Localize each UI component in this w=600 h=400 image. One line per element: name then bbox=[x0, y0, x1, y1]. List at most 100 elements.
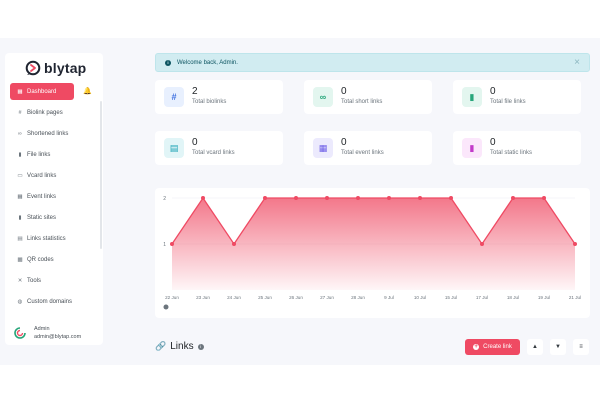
info-icon[interactable]: i bbox=[197, 343, 204, 350]
logo-icon bbox=[25, 60, 41, 76]
sidebar-item-label: Event links bbox=[27, 193, 57, 200]
sidebar-item-label: Dashboard bbox=[27, 88, 57, 95]
sidebar-item-static-sites[interactable]: ▮ Static sites bbox=[10, 209, 96, 226]
sidebar-scrollbar[interactable] bbox=[100, 101, 102, 249]
bell-icon[interactable]: 🔔 bbox=[83, 88, 92, 95]
chart-point bbox=[201, 196, 205, 200]
filter-icon: ▼ bbox=[555, 344, 561, 350]
create-link-button[interactable]: + Create link bbox=[465, 339, 520, 355]
sidebar-item-label: Shortened links bbox=[27, 130, 69, 137]
x-tick-label: 23 Jun bbox=[196, 295, 210, 300]
menu-icon: ≡ bbox=[579, 344, 583, 350]
stat-value: 0 bbox=[341, 137, 347, 148]
sidebar-item-label: Biolink pages bbox=[27, 109, 63, 116]
stat-card[interactable]: ▮ 0 Total static links bbox=[453, 131, 581, 165]
stat-label: Total short links bbox=[341, 99, 383, 105]
sidebar-item-file-links[interactable]: ▮ File links bbox=[10, 146, 96, 163]
links-chart: 2 1 22 Jun 23 Jun 24 Jun 25 Jun 26 Jun 27 Jun 28… bbox=[163, 196, 581, 310]
sidebar-item-label: QR codes bbox=[27, 256, 54, 263]
stat-value: 0 bbox=[490, 86, 496, 97]
links-title: Links bbox=[170, 341, 194, 352]
info-icon: i bbox=[165, 59, 171, 66]
gauge-icon: ▦ bbox=[17, 88, 23, 95]
stat-card[interactable]: ▦ 0 Total event links bbox=[304, 131, 432, 165]
x-tick-label: 25 Jun bbox=[258, 295, 272, 300]
chart-point bbox=[387, 196, 391, 200]
menu-button[interactable]: ≡ bbox=[573, 339, 589, 355]
chart-point bbox=[170, 242, 174, 246]
stat-card[interactable]: #2 Total biolinks bbox=[155, 80, 283, 114]
sort-icon: ▲ bbox=[532, 344, 538, 350]
chart-point bbox=[325, 196, 329, 200]
plus-icon: + bbox=[473, 344, 480, 350]
stat-value: 0 bbox=[490, 137, 496, 148]
info-icon bbox=[163, 304, 169, 310]
sidebar-item-label: Links statistics bbox=[27, 235, 66, 242]
x-tick-label: 10 Jul bbox=[414, 295, 426, 300]
chart-line bbox=[171, 196, 576, 246]
avatar bbox=[14, 327, 26, 339]
sidebar-item-qr-codes[interactable]: ▩ QR codes bbox=[10, 251, 96, 268]
chart-point bbox=[263, 196, 267, 200]
user-name: Admin bbox=[34, 326, 50, 332]
sidebar-item-label: Vcard links bbox=[27, 172, 57, 179]
x-tick-label: 9 Jul bbox=[384, 295, 394, 300]
calendar-icon: ▦ bbox=[313, 138, 333, 158]
chart-icon: ▤ bbox=[17, 235, 23, 242]
sidebar-item-custom-domains[interactable]: ◍ Custom domains bbox=[10, 293, 96, 310]
welcome-alert: i Welcome back, Admin. × bbox=[155, 53, 590, 72]
stat-label: Total vcard links bbox=[192, 150, 235, 156]
sidebar-item-label: Custom domains bbox=[27, 298, 73, 305]
logo[interactable]: blytap bbox=[25, 57, 86, 79]
chart-area bbox=[172, 198, 575, 290]
chart-point bbox=[356, 196, 360, 200]
stat-card[interactable]: ▤ 0 Total vcard links bbox=[155, 131, 283, 165]
chart-point bbox=[511, 196, 515, 200]
x-tick-label: 15 Jul bbox=[445, 295, 457, 300]
sidebar-nav: ▦ Dashboard # Biolink pages ∞ Shortened links… bbox=[10, 83, 96, 314]
sidebar-item-tools[interactable]: ✕ Tools bbox=[10, 272, 96, 289]
stat-label: Total event links bbox=[341, 150, 384, 156]
link-icon: ∞ bbox=[18, 130, 22, 137]
filter-button[interactable]: ▼ bbox=[550, 339, 566, 355]
stat-value: 2 bbox=[192, 86, 198, 97]
sidebar-item-label: File links bbox=[27, 151, 51, 158]
id-card-icon: ▤ bbox=[164, 138, 184, 158]
x-tick-label: 21 Jul bbox=[569, 295, 581, 300]
sidebar-item-shortened-links[interactable]: ∞ Shortened links bbox=[10, 125, 96, 142]
x-tick-label: 26 Jun bbox=[289, 295, 303, 300]
file-code-icon: ▮ bbox=[462, 138, 482, 158]
x-tick-label: 19 Jul bbox=[538, 295, 550, 300]
file-code-icon: ▮ bbox=[18, 214, 22, 221]
links-heading: 🔗 Links i bbox=[155, 341, 204, 352]
x-tick-label: 24 Jun bbox=[227, 295, 241, 300]
brand-name: blytap bbox=[44, 60, 87, 76]
hash-icon: # bbox=[164, 87, 184, 107]
stat-value: 0 bbox=[341, 86, 347, 97]
globe-icon: ◍ bbox=[17, 298, 23, 305]
page-background: blytap 🔔 ▦ Dashboard # Biolink pages ∞ Shorte… bbox=[0, 38, 600, 365]
stat-label: Total file links bbox=[490, 99, 526, 105]
sidebar-item-biolink-pages[interactable]: # Biolink pages bbox=[10, 104, 96, 121]
file-icon: ▮ bbox=[462, 87, 482, 107]
user-profile[interactable]: Admin admin@blytap.com bbox=[14, 325, 81, 341]
stat-label: Total biolinks bbox=[192, 99, 227, 105]
sidebar-item-event-links[interactable]: ▦ Event links bbox=[10, 188, 96, 205]
create-link-label: Create link bbox=[483, 344, 512, 350]
stat-card[interactable]: ▮ 0 Total file links bbox=[453, 80, 581, 114]
sidebar: blytap 🔔 ▦ Dashboard # Biolink pages ∞ Shorte… bbox=[5, 53, 103, 345]
close-icon[interactable]: × bbox=[574, 57, 580, 68]
sidebar-item-label: Tools bbox=[27, 277, 42, 284]
calendar-icon: ▦ bbox=[17, 193, 23, 200]
sort-button[interactable]: ▲ bbox=[527, 339, 543, 355]
sidebar-item-vcard-links[interactable]: ▭ Vcard links bbox=[10, 167, 96, 184]
chart-point bbox=[232, 242, 236, 246]
stat-card[interactable]: ∞ 0 Total short links bbox=[304, 80, 432, 114]
sidebar-item-links-statistics[interactable]: ▤ Links statistics bbox=[10, 230, 96, 247]
sidebar-item-dashboard[interactable]: ▦ Dashboard bbox=[10, 83, 74, 100]
stat-value: 0 bbox=[192, 137, 198, 148]
y-tick-label: 1 bbox=[163, 242, 166, 248]
qr-code-icon: ▩ bbox=[17, 256, 23, 263]
x-tick-label: 27 Jun bbox=[320, 295, 334, 300]
y-tick-label: 2 bbox=[163, 196, 166, 202]
